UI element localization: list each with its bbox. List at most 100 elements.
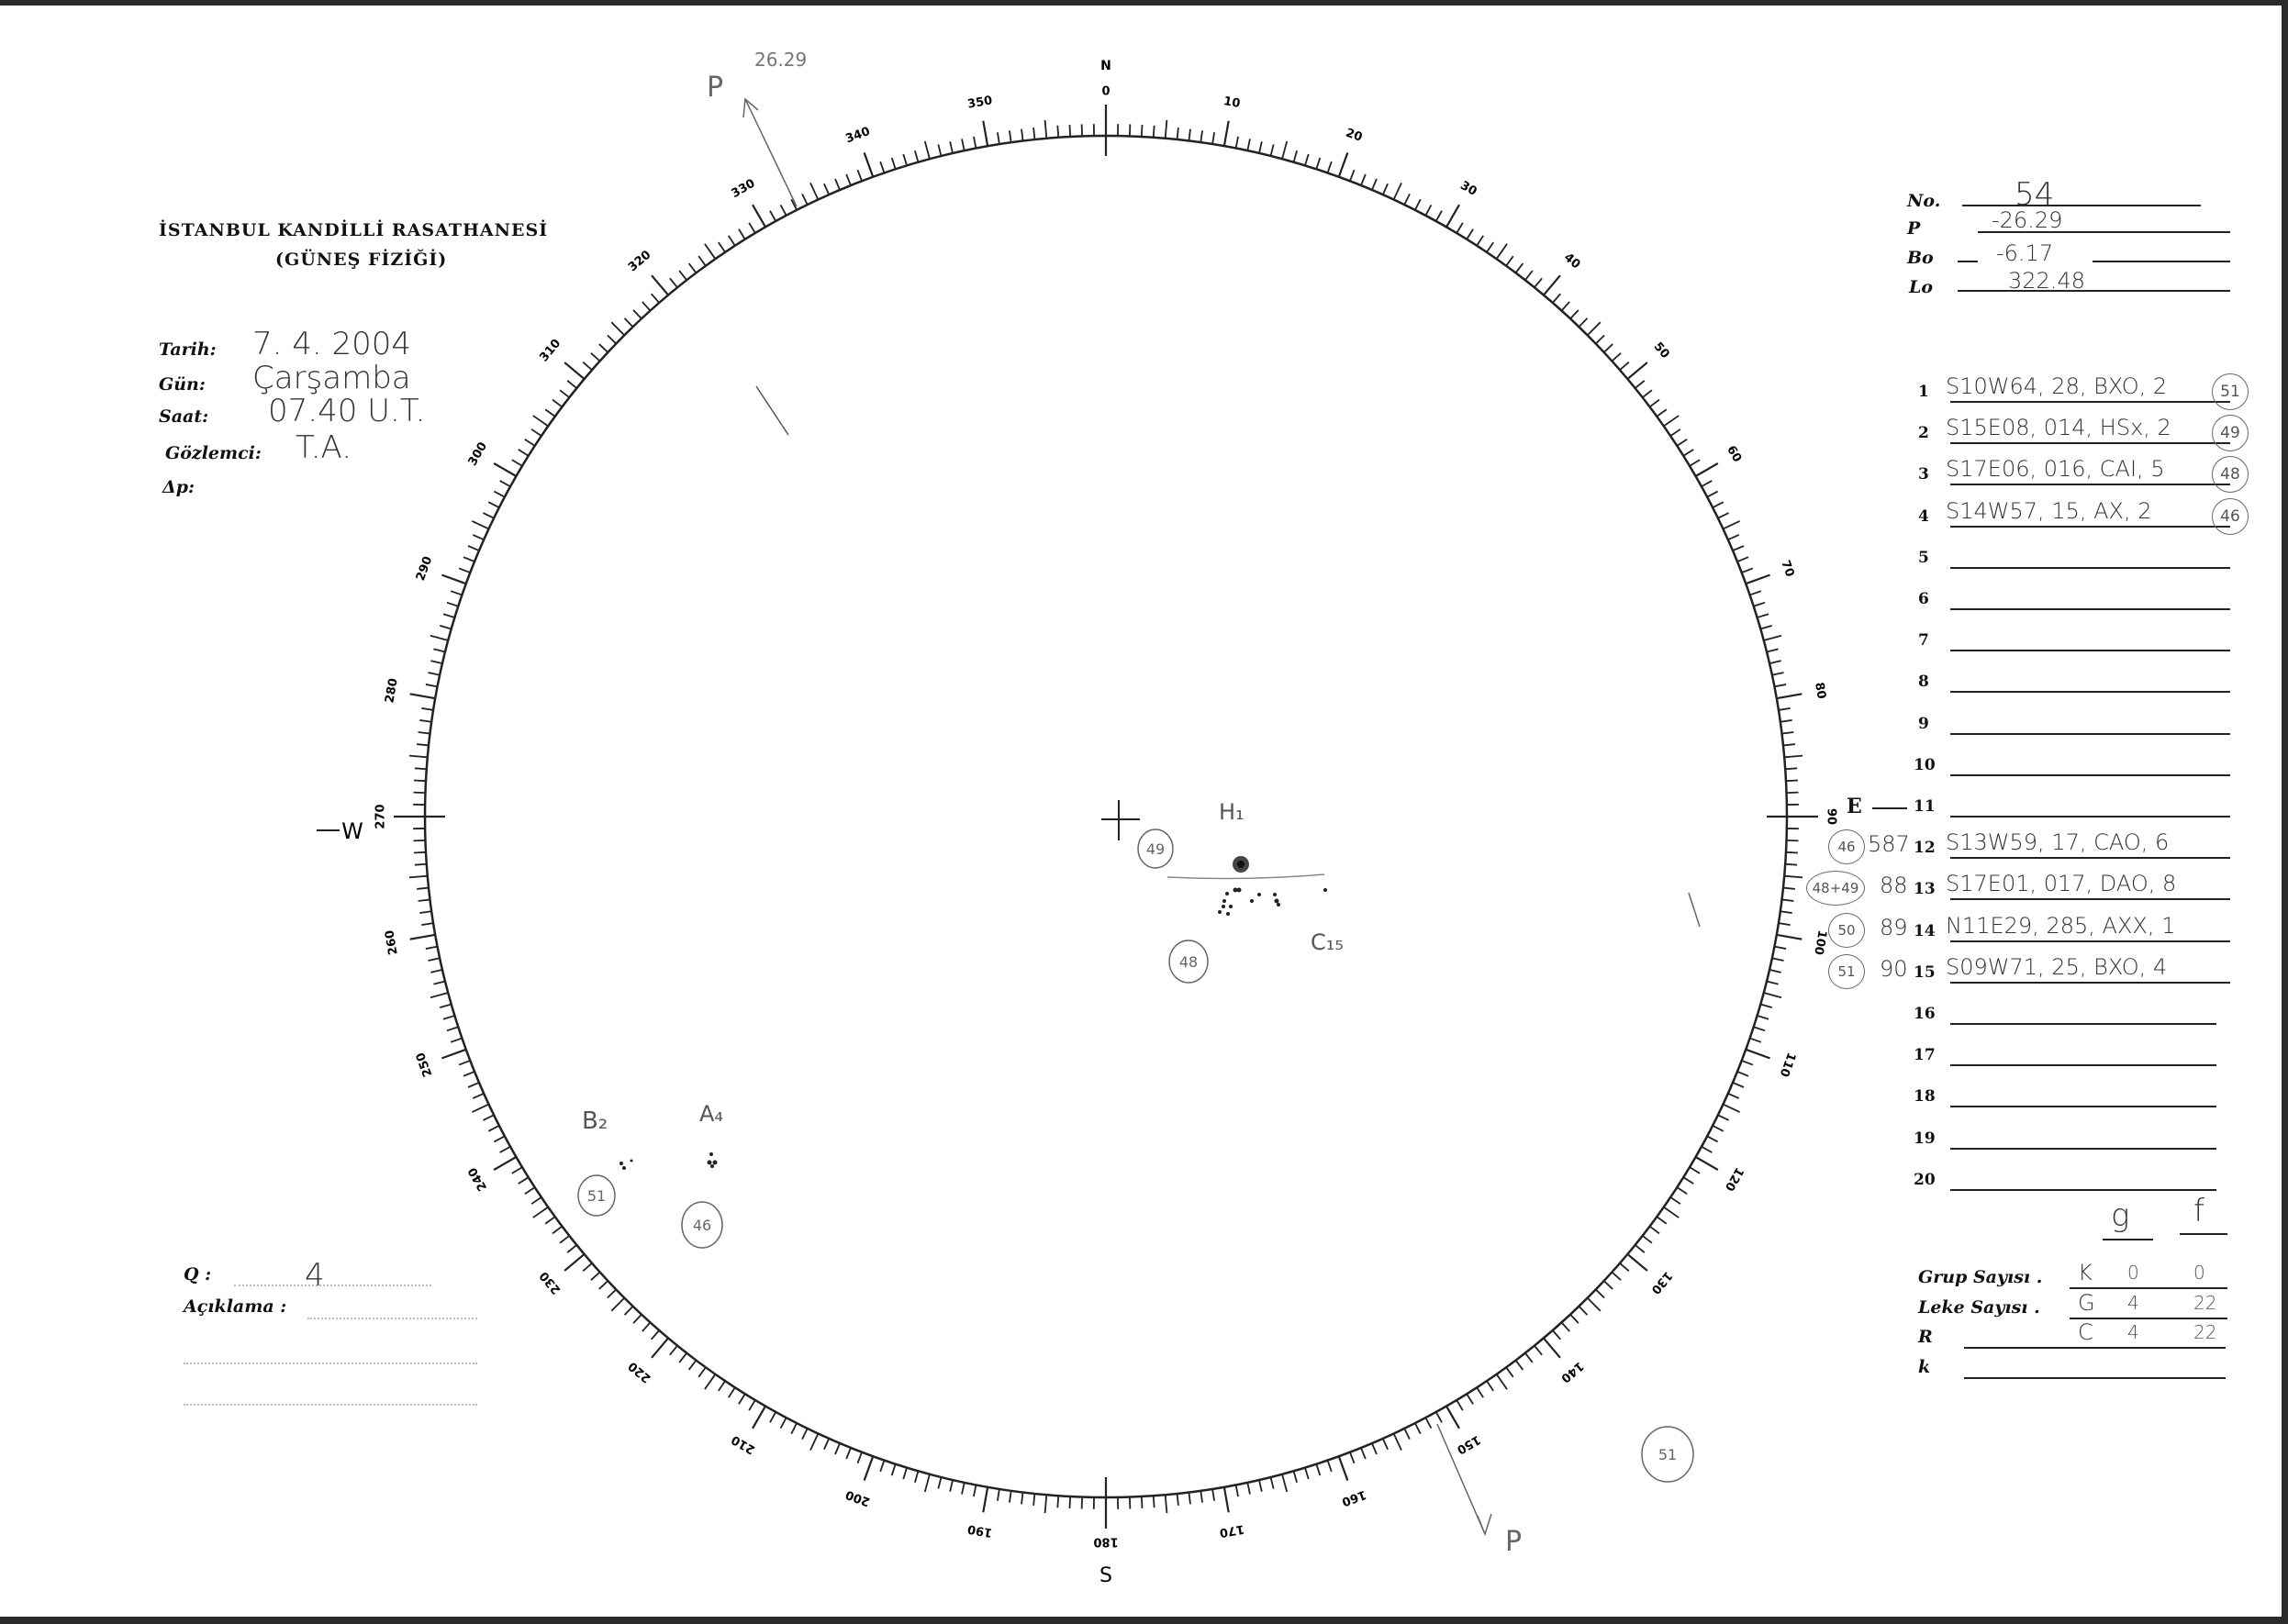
- no-label: No.: [1907, 191, 1941, 211]
- group-row-line: [1950, 401, 2230, 403]
- degree-tick: [1611, 352, 1622, 362]
- degree-tick: [914, 1471, 920, 1484]
- degree-tick: [834, 178, 841, 191]
- degree-tick: [651, 1337, 669, 1359]
- degree-tick: [590, 352, 601, 362]
- degree-tick: [1552, 293, 1562, 304]
- degree-tick: [728, 235, 736, 247]
- degree-tick: [1741, 567, 1754, 573]
- degree-tick: [458, 567, 471, 573]
- degree-tick: [902, 1467, 908, 1480]
- degree-tick: [809, 183, 820, 200]
- degree-tick: [669, 277, 678, 288]
- degree-label: 0: [1101, 85, 1110, 99]
- degree-tick: [532, 415, 549, 428]
- group-row-line: [1950, 608, 2230, 610]
- degree-tick: [493, 1156, 517, 1171]
- degree-tick: [417, 743, 430, 747]
- count-row-letter: K: [2078, 1260, 2093, 1285]
- degree-tick: [1292, 1471, 1298, 1484]
- degree-tick: [1727, 534, 1740, 541]
- group-row-entry: S13W59, 17, CAO, 6: [1946, 829, 2170, 856]
- degree-label: 200: [843, 1487, 872, 1508]
- degree-tick: [472, 1103, 489, 1113]
- degree-tick: [1381, 1438, 1389, 1451]
- degree-label: 160: [1340, 1487, 1368, 1508]
- q-label: Q :: [184, 1264, 212, 1285]
- circled-id: 49: [2212, 415, 2249, 452]
- degree-tick: [1706, 1135, 1719, 1143]
- degree-tick: [1281, 1474, 1289, 1493]
- degree-tick: [1304, 1467, 1310, 1480]
- degree-tick: [1603, 343, 1613, 353]
- lo-label: Lo: [1909, 277, 1934, 297]
- degree-tick: [1486, 1380, 1494, 1392]
- degree-tick: [493, 1135, 506, 1143]
- count-row-line: [2070, 1317, 2227, 1319]
- degree-tick: [511, 459, 523, 467]
- degree-label: 180: [1093, 1535, 1118, 1549]
- p-value: -26.29: [1992, 207, 2063, 233]
- count-row-f: 0: [2193, 1262, 2205, 1284]
- degree-tick: [801, 194, 809, 206]
- degree-tick: [1760, 625, 1773, 630]
- degree-tick: [1578, 1306, 1589, 1316]
- degree-tick: [1371, 1442, 1378, 1455]
- degree-tick: [430, 634, 449, 641]
- group-row-number: 8: [1918, 673, 1929, 692]
- group-row-number: 7: [1918, 631, 1929, 651]
- north-label: N: [1100, 59, 1111, 73]
- group-row-line: [1950, 732, 2230, 735]
- degree-tick: [1552, 1329, 1562, 1340]
- degree-tick: [566, 380, 577, 389]
- circled-group-id: 51: [1641, 1426, 1694, 1483]
- group-row-line: [1950, 650, 2230, 652]
- degree-tick: [1200, 130, 1203, 143]
- degree-tick: [1246, 139, 1251, 151]
- degree-tick: [937, 144, 943, 157]
- degree-tick: [1021, 128, 1024, 141]
- degree-tick: [790, 1422, 798, 1435]
- degree-tick: [1771, 957, 1784, 962]
- count-row-label: R: [1918, 1327, 1933, 1347]
- degree-tick: [483, 1114, 495, 1121]
- degree-tick: [1774, 945, 1787, 950]
- degree-tick: [973, 1485, 977, 1497]
- degree-tick: [1781, 731, 1794, 735]
- degree-tick: [1587, 1297, 1602, 1312]
- degree-label: 110: [1777, 1051, 1798, 1079]
- degree-tick: [408, 754, 428, 759]
- degree-label: 80: [1812, 682, 1828, 700]
- degree-tick: [1771, 672, 1784, 676]
- count-row-letter: C: [2078, 1319, 2093, 1345]
- degree-tick: [1626, 1253, 1648, 1272]
- degree-tick: [1495, 1374, 1508, 1390]
- degree-tick: [704, 243, 717, 260]
- degree-tick: [1505, 1366, 1514, 1378]
- degree-tick: [1701, 1145, 1713, 1153]
- degree-tick: [1534, 277, 1543, 288]
- degree-label: 350: [966, 94, 993, 111]
- degree-tick: [1757, 1015, 1769, 1020]
- degree-tick: [1392, 1433, 1402, 1451]
- degree-tick: [1578, 317, 1589, 328]
- degree-tick: [1403, 1428, 1411, 1440]
- degree-tick: [472, 520, 489, 530]
- count-row-f: 22: [2193, 1291, 2217, 1314]
- degree-tick: [1188, 128, 1191, 141]
- degree-tick: [417, 886, 430, 890]
- degree-tick: [564, 362, 586, 380]
- degree-tick: [530, 1196, 542, 1205]
- group-row-line: [1950, 1106, 2216, 1108]
- degree-tick: [532, 1206, 549, 1218]
- degree-tick: [623, 1306, 634, 1316]
- date-value: 7. 4. 2004: [252, 326, 412, 362]
- scan-border-right: [2282, 0, 2288, 1624]
- degree-tick: [1486, 241, 1494, 253]
- degree-tick: [1258, 141, 1263, 154]
- degree-tick: [1649, 1225, 1660, 1235]
- circled-id-text: 49: [1146, 840, 1165, 858]
- degree-tick: [610, 321, 625, 336]
- degree-tick: [845, 1447, 852, 1460]
- degree-tick: [1676, 1186, 1688, 1195]
